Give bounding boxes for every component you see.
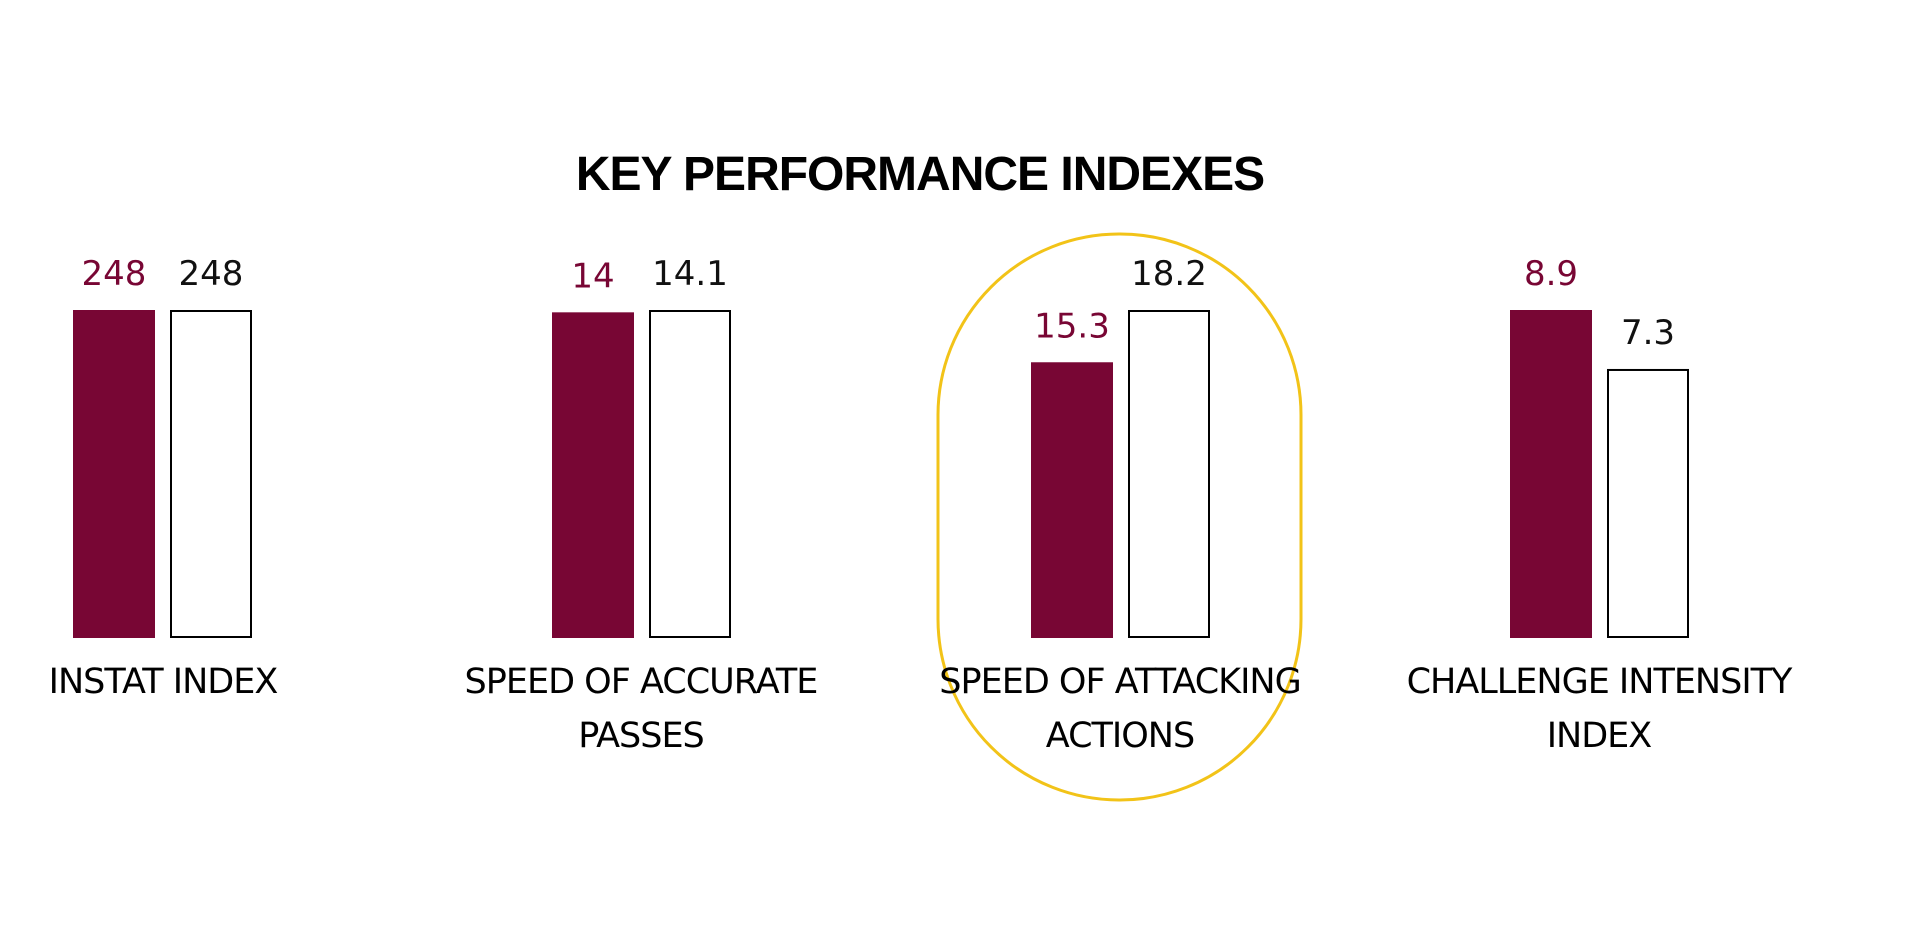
value-label: 7.3 <box>1621 313 1675 353</box>
chart-title: KEY PERFORMANCE INDEXES <box>576 148 1264 201</box>
value-label: 18.2 <box>1131 254 1207 294</box>
bar-series-a <box>1031 362 1113 638</box>
category-label: SPEED OF ACCURATE <box>465 662 818 702</box>
labels-layer: 248 248 INSTAT INDEX 14 14.1 SPEED OF ACCURAT… <box>49 254 1794 756</box>
bar-series-a <box>552 312 634 638</box>
highlight-outline <box>936 232 1303 802</box>
value-label: 248 <box>179 254 244 294</box>
bar-series-b <box>170 310 252 638</box>
category-label: INSTAT INDEX <box>49 662 278 702</box>
value-label: 8.9 <box>1524 254 1578 294</box>
category-label: INDEX <box>1547 716 1652 756</box>
category-label: PASSES <box>578 716 704 756</box>
bar-series-a <box>73 310 155 638</box>
bar-series-b <box>649 310 731 638</box>
highlight-layer <box>936 232 1303 802</box>
category-label: ACTIONS <box>1046 716 1194 756</box>
category-label: CHALLENGE INTENSITY <box>1407 662 1793 702</box>
category-label: SPEED OF ATTACKING <box>939 662 1300 702</box>
bar-series-b <box>1128 310 1210 638</box>
value-label: 248 <box>82 254 147 294</box>
value-label: 15.3 <box>1034 306 1110 346</box>
value-label: 14.1 <box>652 254 728 294</box>
bar-series-b <box>1607 368 1689 638</box>
bar-series-a <box>1510 310 1592 638</box>
bars-layer <box>73 310 1689 638</box>
value-label: 14 <box>571 256 614 296</box>
